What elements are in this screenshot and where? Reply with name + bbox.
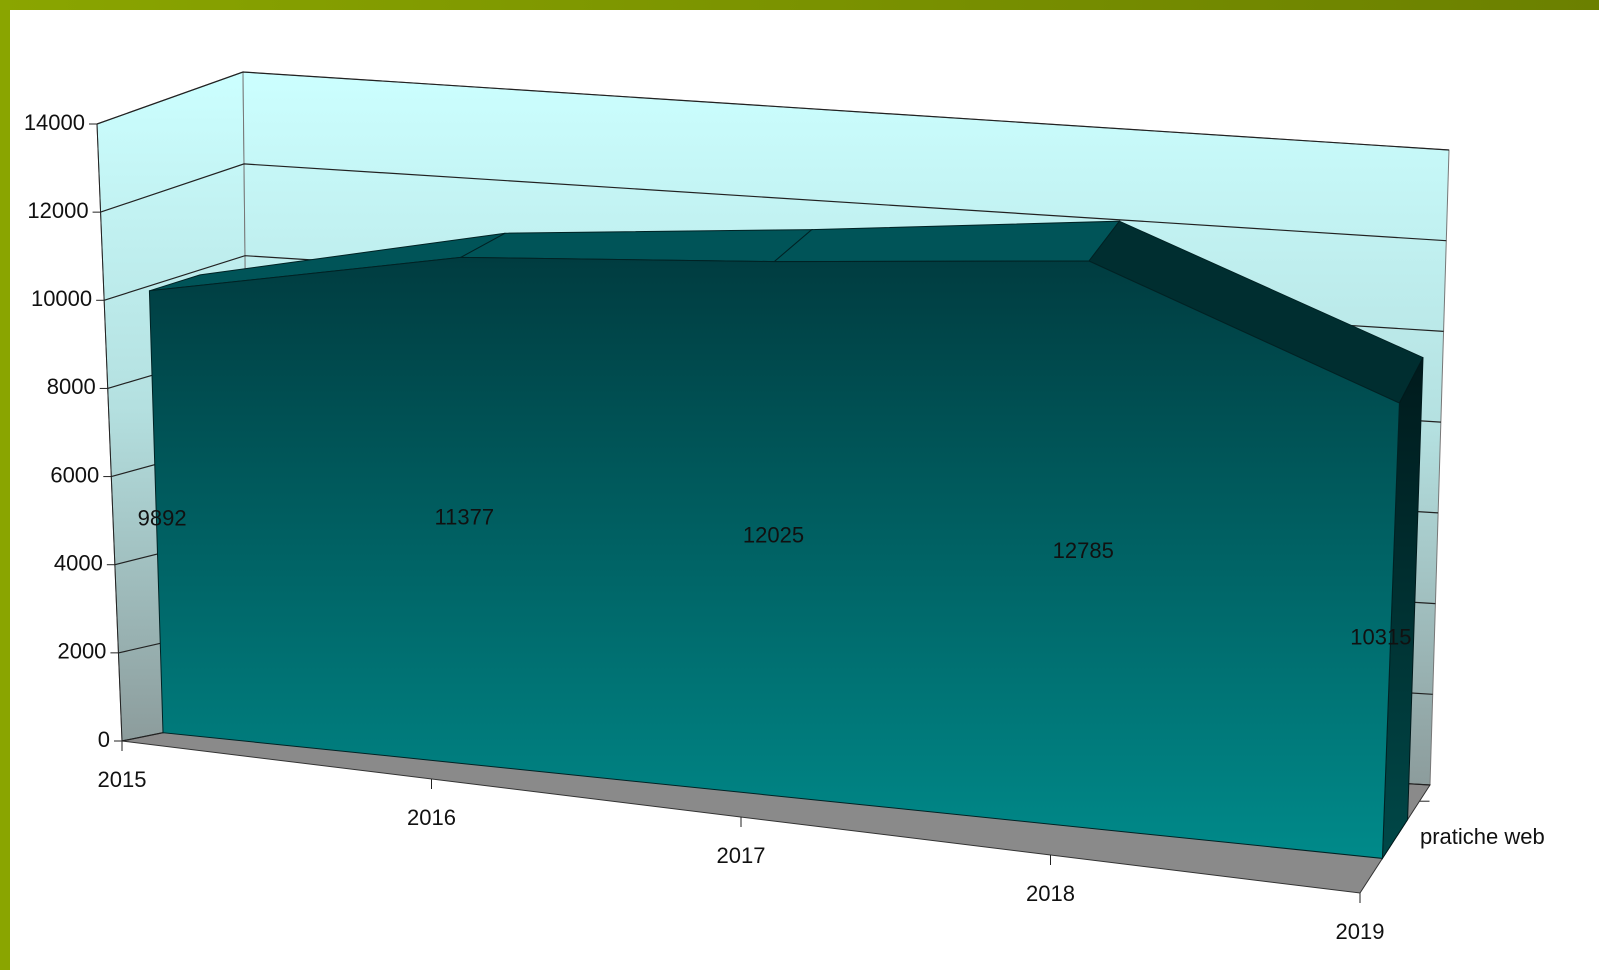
value-label: 12025	[743, 522, 804, 547]
value-label: 9892	[138, 506, 187, 531]
y-tick-label: 12000	[27, 198, 88, 223]
y-tick-label: 8000	[47, 374, 96, 399]
plot: 0 2000 4000 6000 8000 10000 12000 14000 9892 2015…	[24, 71, 1545, 944]
area-top	[458, 229, 814, 263]
y-tick-label: 4000	[54, 551, 103, 576]
value-label: 11377	[435, 505, 495, 530]
y-tick-label: 10000	[31, 286, 92, 311]
y-tick-label: 14000	[24, 110, 85, 135]
x-tick-label: 2016	[407, 805, 456, 830]
area-front	[148, 256, 1400, 859]
y-tick-label: 6000	[50, 462, 99, 487]
value-label: 12785	[1053, 538, 1114, 563]
x-tick-label: 2019	[1336, 919, 1385, 944]
grid-line	[100, 163, 1447, 242]
grid-line	[96, 71, 1450, 151]
series-label: pratiche web	[1420, 824, 1545, 849]
x-tick-label: 2015	[98, 767, 147, 792]
y-axis	[96, 123, 123, 742]
x-tick-label: 2017	[717, 843, 766, 868]
y-tick-label: 2000	[57, 639, 106, 664]
x-tick-label: 2018	[1026, 881, 1075, 906]
value-label: 10315	[1350, 625, 1411, 650]
y-tick-label: 0	[98, 727, 110, 752]
